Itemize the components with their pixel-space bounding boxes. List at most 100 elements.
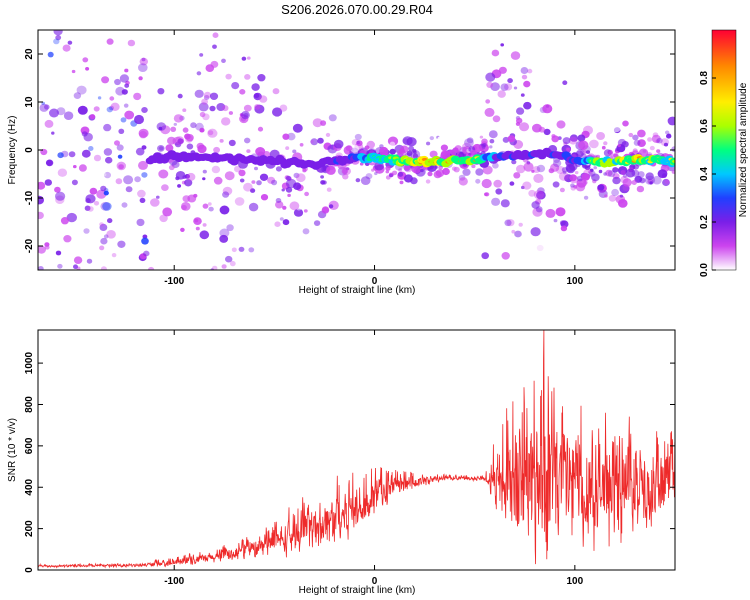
spectrogram-blob [201,98,209,105]
spectrogram-blob [488,130,498,139]
spectrogram-blob [93,106,100,112]
spectrogram-blob [304,191,309,197]
spectrogram-blob [73,92,82,99]
spectrogram-blob [354,133,362,141]
spectrogram-blob [51,131,55,135]
spectrogram-blob [158,169,169,179]
spectrogram-blob [115,86,125,96]
spectrogram-blob [392,170,398,176]
spectrogram-blob [485,72,496,82]
spectrogram-blob [603,141,608,146]
spectrogram-blob [522,181,532,190]
spectrogram-blob [208,206,214,212]
spectrogram-blob [552,181,560,188]
spectrogram-blob [156,195,160,199]
spectrogram-blob [519,122,530,132]
spectrogram-blob [543,128,551,136]
spectrogram-y-label: Frequency (Hz) [7,116,18,185]
spectrogram-blob [77,105,88,115]
spectrogram-blob [535,243,546,253]
spectrogram-blob [86,258,93,264]
spectrogram-blob [495,174,503,181]
spectrogram-blob [244,74,251,80]
spectrogram-blob [356,140,361,145]
spectrogram-blob [589,168,594,172]
spectrogram-blob [434,165,439,169]
spectrogram-blob [57,263,63,269]
spectrogram-blob [351,139,360,146]
spectrogram-blob [229,260,236,267]
spectrogram-blob [292,149,297,154]
spectrogram-blob [272,107,283,117]
spectrogram-blob [148,266,155,270]
spectrogram-blob [511,159,517,165]
spectrogram-blob [117,240,126,248]
spectrogram-blob [199,53,204,57]
spectrogram-blob [185,110,191,116]
spectrogram-blob [320,180,326,185]
spectrogram-blob [246,149,251,154]
spectrogram-blob [103,190,109,196]
spectrogram-blob [125,186,133,193]
spectrogram-blob [565,147,570,151]
spectrogram-blob [302,168,307,173]
spectrogram-blob [662,178,670,187]
spectrogram-blob [411,164,421,174]
chart-title: S206.2026.070.00.29.R04 [281,2,433,17]
spectrogram-blob [225,73,232,80]
spectrogram-blob [553,218,558,223]
spectrogram-blob [56,107,66,116]
spectrogram-blob [491,197,501,206]
spectrogram-blob [123,103,129,108]
spectrogram-blob [257,126,264,132]
spectrogram-blob [81,149,91,158]
spectrogram-blob [440,144,448,151]
spectrogram-blob [162,207,173,217]
spectrogram-blob [509,181,515,186]
spectrogram-blob [212,44,217,49]
spectrogram-blob [38,181,46,190]
spectrogram-blob [364,145,370,150]
spectrogram-blob [374,171,378,176]
spectrogram-marks [38,30,675,270]
spectrogram-blob [139,197,146,203]
spectrogram-blob [219,139,224,143]
snr-x-tick-label: -100 [164,576,184,587]
spectrogram-blob [207,130,214,136]
spectrogram-blob [55,191,66,201]
spectrogram-blob [87,206,94,212]
spectrogram-blob [345,145,353,152]
spectrogram-blob [212,32,219,38]
spectrogram-blob [182,108,187,112]
spectrogram-blob [174,136,185,145]
spectrogram-blob [63,111,74,120]
spectrogram-blob [427,171,433,177]
spectrogram-blob [136,218,145,227]
spectrogram-blob [504,83,513,91]
spectrogram-blob [568,136,578,145]
spectrogram-blob [55,34,62,41]
spectrogram-blob [180,227,185,232]
spectrogram-blob [310,138,319,146]
spectrogram-blob [199,230,210,240]
spectrogram-blob [642,149,647,153]
snr-x-ticks: -100 0 100 [164,330,584,587]
spectrogram-blob [456,150,460,154]
spectrogram-blob [665,130,670,135]
spectrogram-blob [54,186,61,193]
spectrogram-blob [221,117,231,126]
spectrogram-blob [622,120,629,127]
spectrogram-blob [402,138,409,144]
spectrogram-blob [310,140,314,144]
spectrogram-blob [671,170,675,174]
spectrogram-blob [60,217,69,225]
spectrogram-blob [591,173,600,182]
spectrogram-blob [247,56,251,60]
spectrogram-blob [226,224,234,232]
spectrogram-ridge-core [671,159,675,163]
spectrogram-blob [248,247,255,253]
spectrogram-blob [639,177,646,184]
spectrogram-blob [328,204,334,209]
snr-series-line [38,330,675,569]
spectrogram-blob [274,221,281,227]
